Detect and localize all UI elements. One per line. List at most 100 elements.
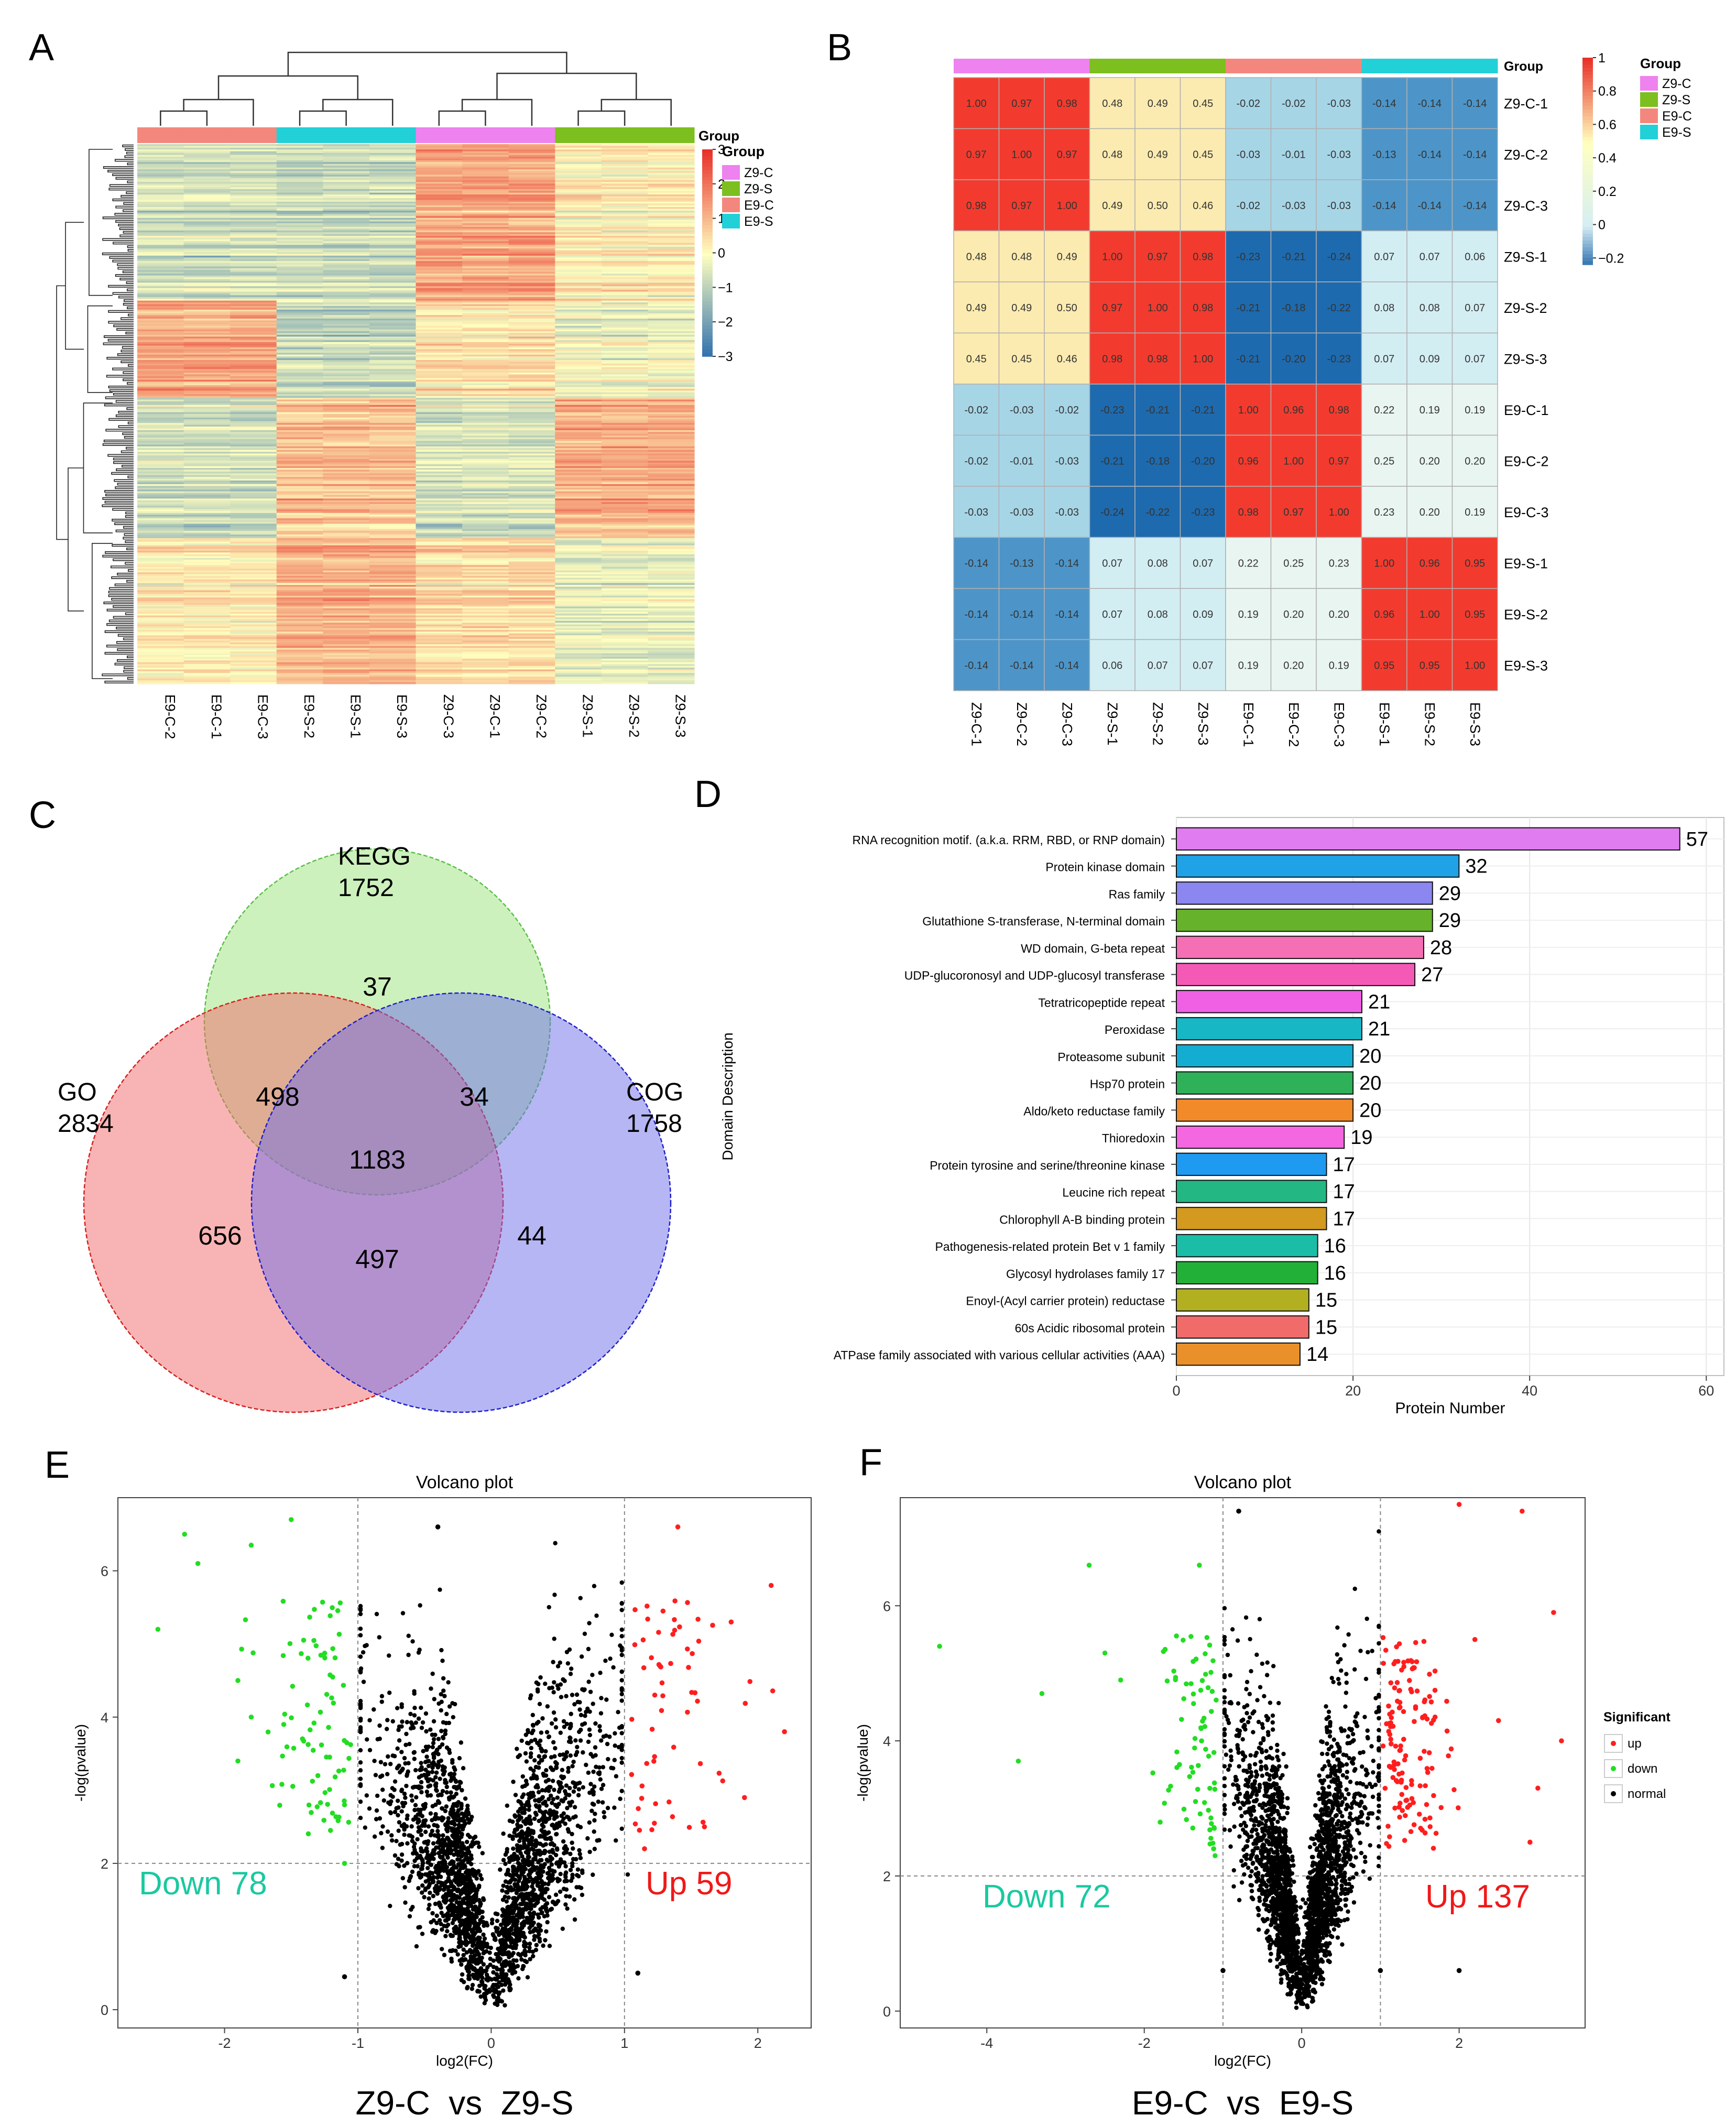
heatmap-cell [601, 302, 649, 305]
heatmap-cell [323, 466, 370, 468]
heatmap-cell [648, 427, 695, 429]
heatmap-cell [369, 657, 417, 659]
heatmap-cell [183, 523, 231, 526]
heatmap-cell [276, 509, 323, 511]
correlation-cell [1270, 639, 1317, 691]
heatmap-cell [369, 369, 417, 372]
heatmap-cell [508, 603, 555, 605]
heatmap-cell [230, 385, 277, 388]
heatmap-cell [323, 450, 370, 452]
heatmap-cell [508, 410, 555, 413]
heatmap-cell [230, 446, 277, 449]
heatmap-cell [276, 180, 323, 182]
heatmap-cell [276, 328, 323, 330]
heatmap-cell [183, 457, 231, 460]
heatmap-cell [508, 360, 555, 363]
row-dendrogram-link [123, 303, 134, 306]
heatmap-cell [137, 471, 184, 474]
heatmap-cell [369, 523, 417, 526]
heatmap-cell [230, 484, 277, 486]
heatmap-cell [276, 157, 323, 159]
heatmap-cell [601, 320, 649, 323]
correlation-cell [953, 588, 1000, 640]
heatmap-cell [230, 541, 277, 544]
heatmap-cell [601, 419, 649, 422]
heatmap-cell [462, 617, 509, 619]
column-label: Z9-S-1 [580, 694, 596, 738]
heatmap-cell [230, 203, 277, 206]
heatmap-cell [183, 473, 231, 476]
heatmap-cell [369, 189, 417, 191]
heatmap-cell [508, 304, 555, 307]
heatmap-cell [276, 668, 323, 670]
heatmap-cell [276, 250, 323, 253]
heatmap-cell [601, 257, 649, 260]
heatmap-cell [508, 417, 555, 420]
heatmap-cell [555, 543, 602, 546]
heatmap-cell [369, 309, 417, 312]
heatmap-cell [648, 507, 695, 510]
heatmap-cell [230, 252, 277, 255]
heatmap-cell [276, 266, 323, 269]
heatmap-cell [323, 446, 370, 449]
heatmap-cell [230, 167, 277, 170]
heatmap-cell [555, 535, 602, 537]
heatmap-cell [369, 158, 417, 161]
heatmap-cell [369, 614, 417, 616]
heatmap-cell [555, 407, 602, 409]
heatmap-cell [230, 162, 277, 165]
heatmap-cell [230, 461, 277, 463]
heatmap-cell [601, 558, 649, 560]
heatmap-cell [555, 610, 602, 613]
heatmap-cell [601, 317, 649, 319]
colorbar-segment [1582, 85, 1593, 90]
heatmap-cell [462, 308, 509, 310]
heatmap-cell [276, 540, 323, 542]
legend-title: Group [722, 144, 765, 159]
heatmap-cell [508, 590, 555, 593]
heatmap-cell [137, 209, 184, 211]
heatmap-cell [555, 671, 602, 673]
heatmap-cell [369, 192, 417, 195]
heatmap-cell [555, 529, 602, 531]
colorbar-segment [702, 294, 713, 298]
heatmap-cell [230, 624, 277, 627]
heatmap-cell [276, 354, 323, 357]
heatmap-cell [508, 606, 555, 609]
heatmap-cell [508, 444, 555, 447]
heatmap-cell [508, 502, 555, 505]
heatmap-cell [276, 518, 323, 521]
heatmap-cell [183, 370, 231, 373]
heatmap-cell [462, 331, 509, 334]
correlation-value: -0.14 [964, 660, 988, 671]
column-label: Z9-C-3 [1059, 702, 1075, 746]
heatmap-cell [416, 286, 463, 289]
heatmap-cell [462, 595, 509, 598]
heatmap-cell [276, 610, 323, 613]
heatmap-cell [369, 518, 417, 521]
heatmap-cell [276, 500, 323, 503]
row-dendrogram-link [126, 281, 134, 284]
heatmap-cell [369, 452, 417, 454]
heatmap-cell [323, 291, 370, 294]
venn-set-total: 2834 [58, 1110, 114, 1138]
heatmap-cell [462, 437, 509, 440]
heatmap-cell [416, 274, 463, 276]
heatmap-cell [508, 566, 555, 569]
heatmap-cell [276, 331, 323, 334]
colorbar-segment [702, 215, 713, 219]
heatmap-cell [183, 185, 231, 188]
heatmap-cell [183, 470, 231, 472]
heatmap-cell [183, 511, 231, 514]
heatmap-cell [137, 481, 184, 483]
heatmap-cell [276, 433, 323, 436]
row-dendrogram-link [116, 627, 134, 630]
heatmap-cell [648, 583, 695, 585]
heatmap-cell [323, 626, 370, 629]
row-dendrogram-link [104, 490, 134, 493]
heatmap-cell [230, 369, 277, 372]
heatmap-cell [601, 194, 649, 197]
heatmap-cell [648, 577, 695, 580]
heatmap-cell [416, 614, 463, 616]
heatmap-cell [648, 649, 695, 652]
